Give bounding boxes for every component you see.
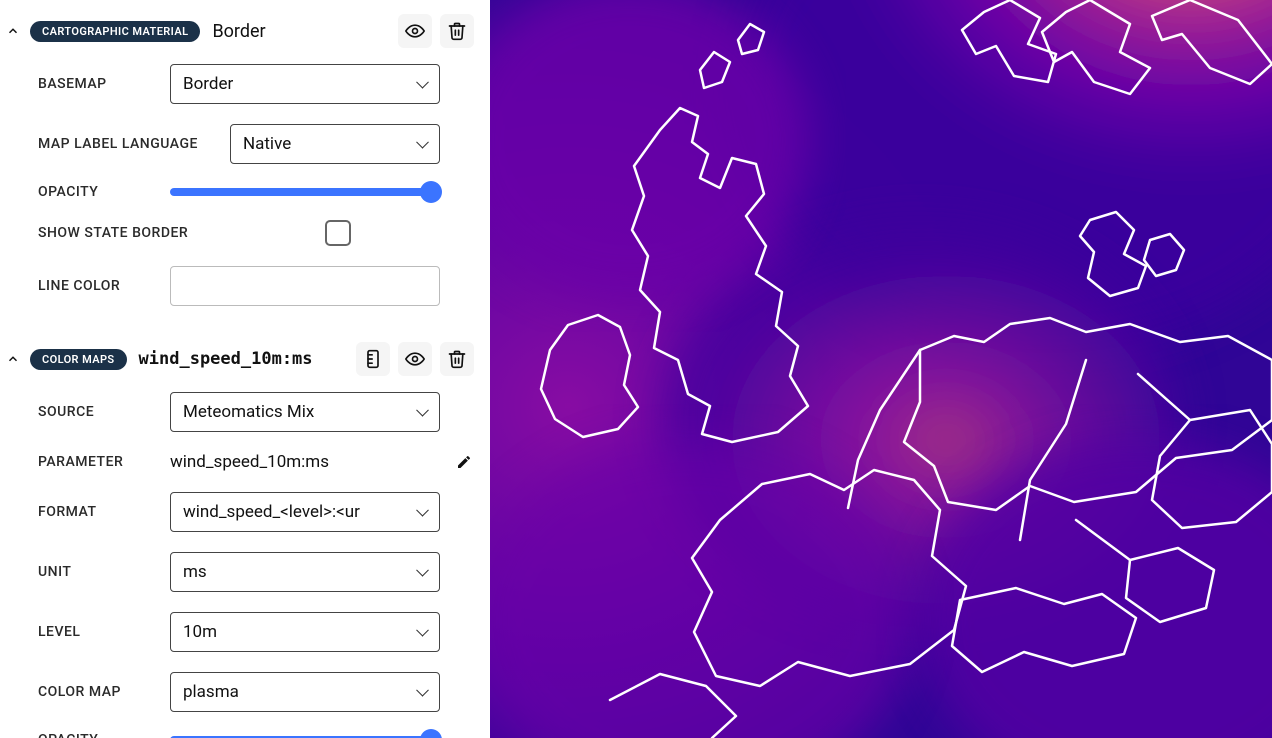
select-value-map_label_language: Native xyxy=(243,134,291,154)
field-row-opacity: OPACITY xyxy=(4,174,474,210)
field-row-unit: UNIT ms xyxy=(4,542,474,602)
label-opacity: OPACITY xyxy=(38,184,158,200)
select-value-level: 10m xyxy=(183,622,217,642)
slider-thumb-opacity2[interactable] xyxy=(420,729,442,738)
field-row-parameter: PARAMETER wind_speed_10m:ms xyxy=(4,442,474,482)
label-unit: UNIT xyxy=(38,564,158,580)
field-row-show_state_border: SHOW STATE BORDER xyxy=(4,210,474,256)
select-value-source: Meteomatics Mix xyxy=(183,402,314,422)
checkbox-show_state_border[interactable] xyxy=(325,220,351,246)
select-map_label_language[interactable]: Native xyxy=(230,124,440,164)
select-unit[interactable]: ms xyxy=(170,552,440,592)
select-color_map[interactable]: plasma xyxy=(170,672,440,712)
trash-icon[interactable] xyxy=(440,14,474,48)
field-row-map_label_language: MAP LABEL LANGUAGE Native xyxy=(4,114,474,174)
edit-parameter-icon[interactable] xyxy=(454,452,474,472)
collapse-caret-icon[interactable] xyxy=(4,22,22,40)
field-row-opacity2: OPACITY xyxy=(4,722,474,738)
select-value-unit: ms xyxy=(183,562,207,582)
ruler-icon[interactable] xyxy=(356,342,390,376)
label-map_label_language: MAP LABEL LANGUAGE xyxy=(38,136,218,152)
layer-title-cartographic: Border xyxy=(212,21,390,42)
label-parameter: PARAMETER xyxy=(38,454,158,470)
label-source: SOURCE xyxy=(38,404,158,420)
eye-icon[interactable] xyxy=(398,342,432,376)
label-format: FORMAT xyxy=(38,504,158,520)
param-value-parameter: wind_speed_10m:ms xyxy=(170,452,442,472)
label-line_color: LINE COLOR xyxy=(38,278,158,294)
slider-opacity[interactable] xyxy=(170,188,440,196)
label-show_state_border: SHOW STATE BORDER xyxy=(38,225,313,241)
label-basemap: BASEMAP xyxy=(38,76,158,92)
field-row-format: FORMAT wind_speed_<level>:<ur xyxy=(4,482,474,542)
label-opacity2: OPACITY xyxy=(38,732,158,738)
slider-thumb-opacity[interactable] xyxy=(420,181,442,203)
field-row-line_color: LINE COLOR xyxy=(4,256,474,316)
select-level[interactable]: 10m xyxy=(170,612,440,652)
eye-icon[interactable] xyxy=(398,14,432,48)
color-input-line_color[interactable] xyxy=(170,266,440,306)
layer-badge-colormap: COLOR MAPS xyxy=(30,349,127,370)
field-row-source: SOURCE Meteomatics Mix xyxy=(4,382,474,442)
layer-badge-cartographic: CARTOGRAPHIC MATERIAL xyxy=(30,21,200,42)
select-format[interactable]: wind_speed_<level>:<ur xyxy=(170,492,440,532)
label-level: LEVEL xyxy=(38,624,158,640)
collapse-caret-icon[interactable] xyxy=(4,350,22,368)
select-source[interactable]: Meteomatics Mix xyxy=(170,392,440,432)
select-value-basemap: Border xyxy=(183,74,233,94)
layer-section-cartographic: CARTOGRAPHIC MATERIAL Border BASEMAP Border… xyxy=(4,8,474,316)
field-row-basemap: BASEMAP Border xyxy=(4,54,474,114)
layer-header-cartographic: CARTOGRAPHIC MATERIAL Border xyxy=(4,8,474,54)
label-color_map: COLOR MAP xyxy=(38,684,158,700)
country-borders-layer xyxy=(490,0,1272,738)
layer-section-colormap: COLOR MAPS wind_speed_10m:ms SOURCE Meteoma… xyxy=(4,336,474,738)
field-row-color_map: COLOR MAP plasma xyxy=(4,662,474,722)
layer-title-colormap: wind_speed_10m:ms xyxy=(139,349,348,369)
select-value-color_map: plasma xyxy=(183,682,239,702)
map-pane[interactable] xyxy=(490,0,1272,738)
field-row-level: LEVEL 10m xyxy=(4,602,474,662)
select-basemap[interactable]: Border xyxy=(170,64,440,104)
select-value-format: wind_speed_<level>:<ur xyxy=(183,502,360,522)
layer-header-colormap: COLOR MAPS wind_speed_10m:ms xyxy=(4,336,474,382)
trash-icon[interactable] xyxy=(440,342,474,376)
layer-config-sidebar: CARTOGRAPHIC MATERIAL Border BASEMAP Border… xyxy=(0,0,490,738)
